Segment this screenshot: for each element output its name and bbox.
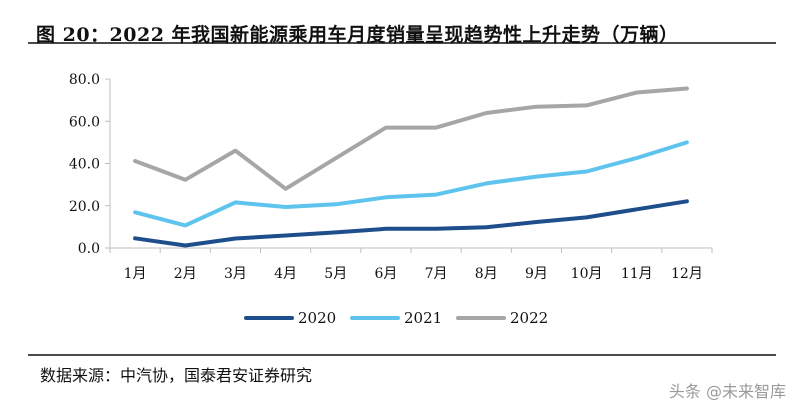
x-tick-label: 2月 <box>174 266 197 282</box>
figure-title: 图 20：2022 年我国新能源乘用车月度销量呈现趋势性上升走势（万辆） <box>36 24 679 46</box>
legend: 2020 2021 2022 <box>244 309 548 327</box>
y-tick-label: 20.0 <box>69 199 100 215</box>
x-tick-label: 12月 <box>671 266 703 282</box>
series-line-2021 <box>133 140 689 228</box>
x-tick-label: 8月 <box>475 266 498 282</box>
y-tick-label: 0.0 <box>78 241 100 257</box>
bottom-rule <box>28 354 776 356</box>
x-tick-label: 3月 <box>224 266 247 282</box>
x-tick-label: 6月 <box>374 266 397 282</box>
y-tick-label: 80.0 <box>69 72 100 88</box>
legend-label-2022: 2022 <box>510 309 548 327</box>
series-layer <box>133 86 689 248</box>
y-tick-label: 40.0 <box>69 157 100 173</box>
line-chart: 0.0 20.0 40.0 60.0 80.0 1月 2月 3月 4月 5月 6月 7月 8月 9月 10月… <box>69 72 713 327</box>
watermark: 头条 @未来智库 <box>668 382 786 401</box>
x-tick-label: 4月 <box>274 266 297 282</box>
title-bar: 图 20：2022 年我国新能源乘用车月度销量呈现趋势性上升走势（万辆） <box>28 8 776 46</box>
legend-label-2021: 2021 <box>404 309 442 327</box>
source-note: 数据来源：中汽协，国泰君安证券研究 <box>40 366 313 385</box>
x-tick-label: 10月 <box>571 266 603 282</box>
x-tick-label: 9月 <box>525 266 548 282</box>
y-tick-label: 60.0 <box>69 114 100 130</box>
x-tick-label: 1月 <box>124 266 147 282</box>
x-tick-label: 11月 <box>621 266 653 282</box>
x-tick-label: 5月 <box>324 266 347 282</box>
series-line-2022 <box>133 86 689 191</box>
series-line-2020 <box>133 199 689 248</box>
axis-layer: 0.0 20.0 40.0 60.0 80.0 1月 2月 3月 4月 5月 6月 7月 8月 9月 10月… <box>69 72 713 282</box>
legend-label-2020: 2020 <box>298 309 336 327</box>
x-tick-label: 7月 <box>425 266 448 282</box>
